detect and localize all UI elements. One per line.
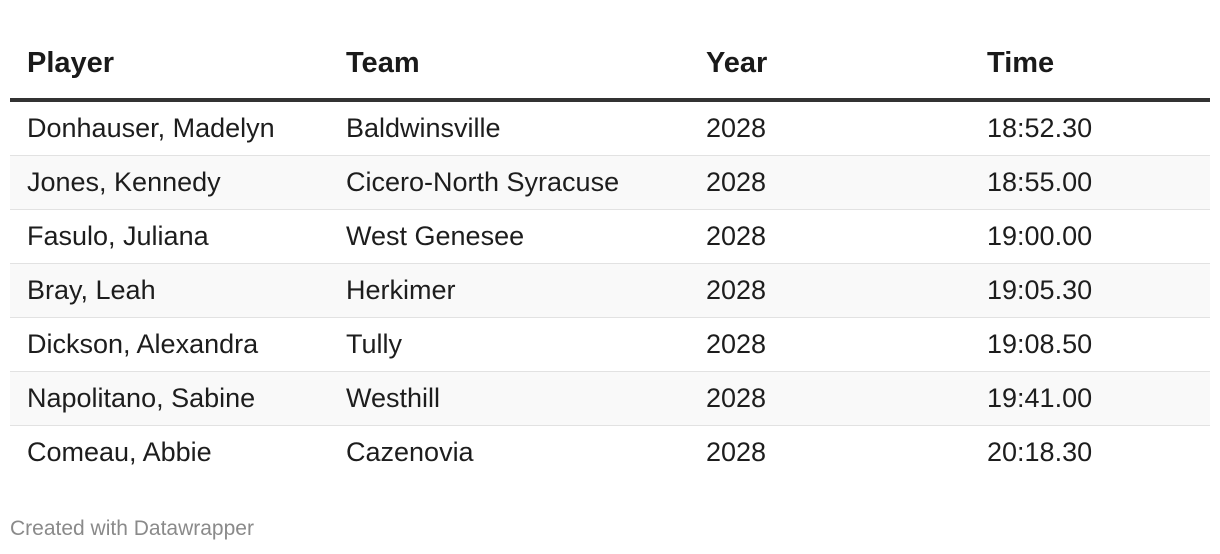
table-body: Donhauser, Madelyn Baldwinsville 2028 18:52…	[10, 100, 1210, 479]
column-header: Team	[329, 28, 689, 102]
table-cell: Jones, Kennedy	[10, 155, 329, 210]
table-row: Dickson, Alexandra Tully 2028 19:08.50	[10, 317, 1210, 372]
table-cell: 19:08.50	[970, 317, 1210, 372]
table-cell: 2028	[689, 371, 970, 426]
table-row: Napolitano, Sabine Westhill 2028 19:41.00	[10, 371, 1210, 426]
table-cell: Herkimer	[329, 263, 689, 318]
table-cell: 2028	[689, 155, 970, 210]
data-table: Player Team Year Time Donhauser, Madelyn Bal…	[10, 28, 1210, 479]
table-cell: Baldwinsville	[329, 100, 689, 156]
table-cell: 19:05.30	[970, 263, 1210, 318]
table-row: Bray, Leah Herkimer 2028 19:05.30	[10, 263, 1210, 318]
table-cell: Fasulo, Juliana	[10, 209, 329, 264]
table-cell: 19:41.00	[970, 371, 1210, 426]
table-cell: 19:00.00	[970, 209, 1210, 264]
table-row: Donhauser, Madelyn Baldwinsville 2028 18:52…	[10, 100, 1210, 156]
table-row: Comeau, Abbie Cazenovia 2028 20:18.30	[10, 426, 1210, 480]
table-cell: Cazenovia	[346, 437, 474, 467]
table-cell: West Genesee	[329, 209, 689, 264]
table-cell: 2028	[689, 100, 970, 156]
table-row: Fasulo, Juliana West Genesee 2028 19:00.00	[10, 209, 1210, 264]
column-header: Time	[970, 28, 1210, 102]
table-cell: 18:52.30	[970, 100, 1210, 156]
table-cell: 2028	[706, 437, 767, 467]
table-cell: 2028	[689, 317, 970, 372]
table-cell: Westhill	[329, 371, 689, 426]
credit: Created with Datawrapper	[10, 517, 254, 540]
table-cell: 2028	[689, 263, 970, 318]
table-cell: Cicero-North Syracuse	[329, 155, 689, 210]
table-cell: Donhauser, Madelyn	[10, 100, 329, 156]
column-header: Player	[10, 28, 329, 102]
table-cell: Comeau, Abbie	[27, 437, 212, 467]
column-header: Year	[689, 28, 970, 102]
table-row: Jones, Kennedy Cicero-North Syracuse 2028 1…	[10, 155, 1210, 210]
table-cell: 18:55.00	[970, 155, 1210, 210]
table-cell: Bray, Leah	[10, 263, 329, 318]
table-cell: Dickson, Alexandra	[10, 317, 329, 372]
table-cell: 2028	[689, 209, 970, 264]
table-cell: 20:18.30	[987, 437, 1093, 467]
table-cell: Tully	[329, 317, 689, 372]
table-cell: Napolitano, Sabine	[10, 371, 329, 426]
header-row: Player Team Year Time	[10, 28, 1210, 102]
table-head: Player Team Year Time	[10, 28, 1210, 102]
